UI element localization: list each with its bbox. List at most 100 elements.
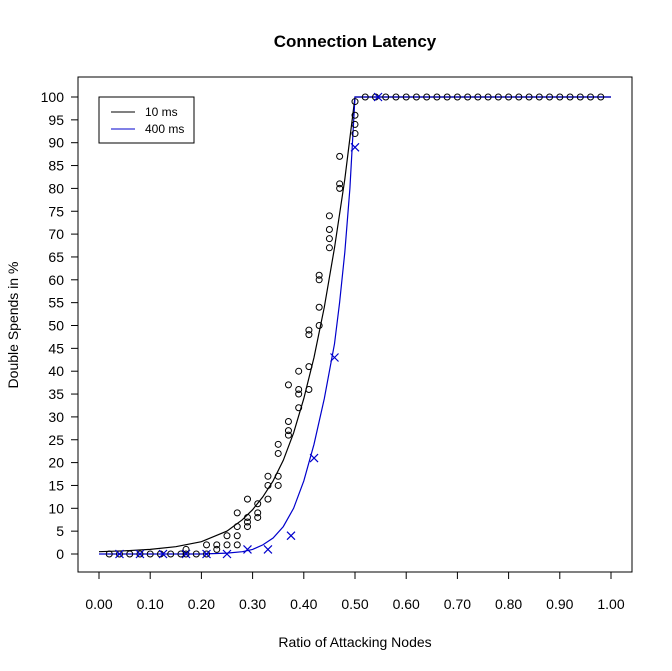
data-point-circle <box>223 532 231 540</box>
x-tick-label: 0.10 <box>137 596 164 612</box>
data-point-circle <box>556 93 564 101</box>
y-axis: 0 5 10 15 20 25 30 35 40 45 50 55 60 65 70 75 80 85 90 95 10… <box>41 89 79 562</box>
data-point-circle <box>295 390 303 398</box>
data-point-x <box>373 92 383 102</box>
data-point-circle <box>325 226 333 234</box>
data-point-circle <box>167 550 175 558</box>
data-point-x <box>263 545 273 554</box>
data-point-circle <box>223 541 231 549</box>
data-point-x <box>115 549 124 559</box>
data-point-circle <box>351 111 359 119</box>
data-point-circle <box>336 180 344 188</box>
data-point-circle <box>233 523 241 531</box>
data-point-circle <box>305 363 313 371</box>
data-point-circle <box>535 93 543 101</box>
data-point-circle <box>325 212 333 220</box>
data-point-circle <box>243 518 251 526</box>
fit-curve-series-1 <box>99 96 611 555</box>
data-point-circle <box>305 326 313 334</box>
data-point-x <box>309 453 319 463</box>
y-tick-label: 85 <box>48 158 64 174</box>
data-points <box>105 92 605 559</box>
data-point-circle <box>243 495 251 503</box>
data-point-circle <box>213 545 221 553</box>
y-tick-label: 0 <box>56 546 64 562</box>
y-tick-label: 25 <box>48 432 64 448</box>
data-point-circle <box>315 276 323 284</box>
data-point-circle <box>361 93 369 101</box>
x-tick-label: 0.50 <box>341 596 368 612</box>
legend: 10 ms 400 ms <box>98 96 195 144</box>
x-tick-label: 0.80 <box>495 596 522 612</box>
data-point-x <box>222 549 232 559</box>
data-point-circle <box>284 427 292 435</box>
data-point-circle <box>254 509 262 517</box>
legend-label-400ms: 400 ms <box>145 122 184 136</box>
data-point-circle <box>233 541 241 549</box>
data-point-circle <box>325 235 333 243</box>
data-point-circle <box>284 381 292 389</box>
data-point-circle <box>284 431 292 439</box>
data-point-circle <box>336 184 344 192</box>
x-tick-label: 0.00 <box>85 596 112 612</box>
data-point-circle <box>382 93 390 101</box>
y-tick-label: 50 <box>48 318 64 334</box>
y-tick-label: 15 <box>48 477 64 493</box>
legend-box <box>98 96 195 144</box>
x-tick-label: 0.60 <box>393 596 420 612</box>
data-point-circle <box>546 93 554 101</box>
data-point-x <box>243 545 252 554</box>
fit-curves <box>98 96 611 555</box>
y-tick-label: 5 <box>56 523 64 539</box>
data-point-circle <box>254 513 262 521</box>
data-point-circle <box>243 523 251 531</box>
data-point-circle <box>305 331 313 339</box>
y-tick-label: 100 <box>41 89 65 105</box>
data-point-circle <box>494 93 502 101</box>
y-tick-label: 45 <box>48 340 64 356</box>
data-point-circle <box>315 303 323 311</box>
data-point-circle <box>177 550 185 558</box>
x-tick-label: 0.30 <box>239 596 266 612</box>
data-point-circle <box>182 545 190 553</box>
y-tick-label: 75 <box>48 203 64 219</box>
x-axis-label: Ratio of Attacking Nodes <box>278 634 431 650</box>
data-point-circle <box>233 532 241 540</box>
data-point-circle <box>587 93 595 101</box>
data-point-circle <box>412 93 420 101</box>
data-point-circle <box>305 385 313 393</box>
data-point-circle <box>484 93 492 101</box>
data-point-x <box>158 549 168 559</box>
y-tick-label: 95 <box>48 112 64 128</box>
data-point-circle <box>264 472 272 480</box>
data-point-circle <box>203 550 211 558</box>
data-point-circle <box>453 93 461 101</box>
data-point-circle <box>315 322 323 329</box>
data-point-circle <box>474 93 482 101</box>
data-point-circle <box>274 472 282 480</box>
data-point-x <box>135 549 145 559</box>
legend-label-10ms: 10 ms <box>145 105 178 119</box>
data-point-circle <box>115 550 123 558</box>
y-tick-label: 40 <box>48 363 64 379</box>
data-point-circle <box>525 93 533 101</box>
data-point-circle <box>392 93 400 101</box>
data-point-circle <box>315 271 323 279</box>
y-tick-label: 10 <box>48 500 64 516</box>
x-tick-label: 0.20 <box>188 596 215 612</box>
data-point-circle <box>351 98 359 106</box>
data-point-circle <box>284 417 292 425</box>
x-tick-label: 0.70 <box>444 596 471 612</box>
data-point-circle <box>464 93 472 101</box>
data-point-circle <box>443 93 451 101</box>
data-point-circle <box>402 93 410 101</box>
data-point-circle <box>423 93 431 101</box>
data-point-x <box>350 142 360 152</box>
data-point-circle <box>264 495 272 503</box>
data-point-circle <box>351 130 359 138</box>
data-point-circle <box>274 481 282 489</box>
data-point-x <box>202 549 211 559</box>
data-point-circle <box>295 404 303 412</box>
x-tick-label: 0.40 <box>290 596 317 612</box>
data-point-circle <box>182 550 190 558</box>
